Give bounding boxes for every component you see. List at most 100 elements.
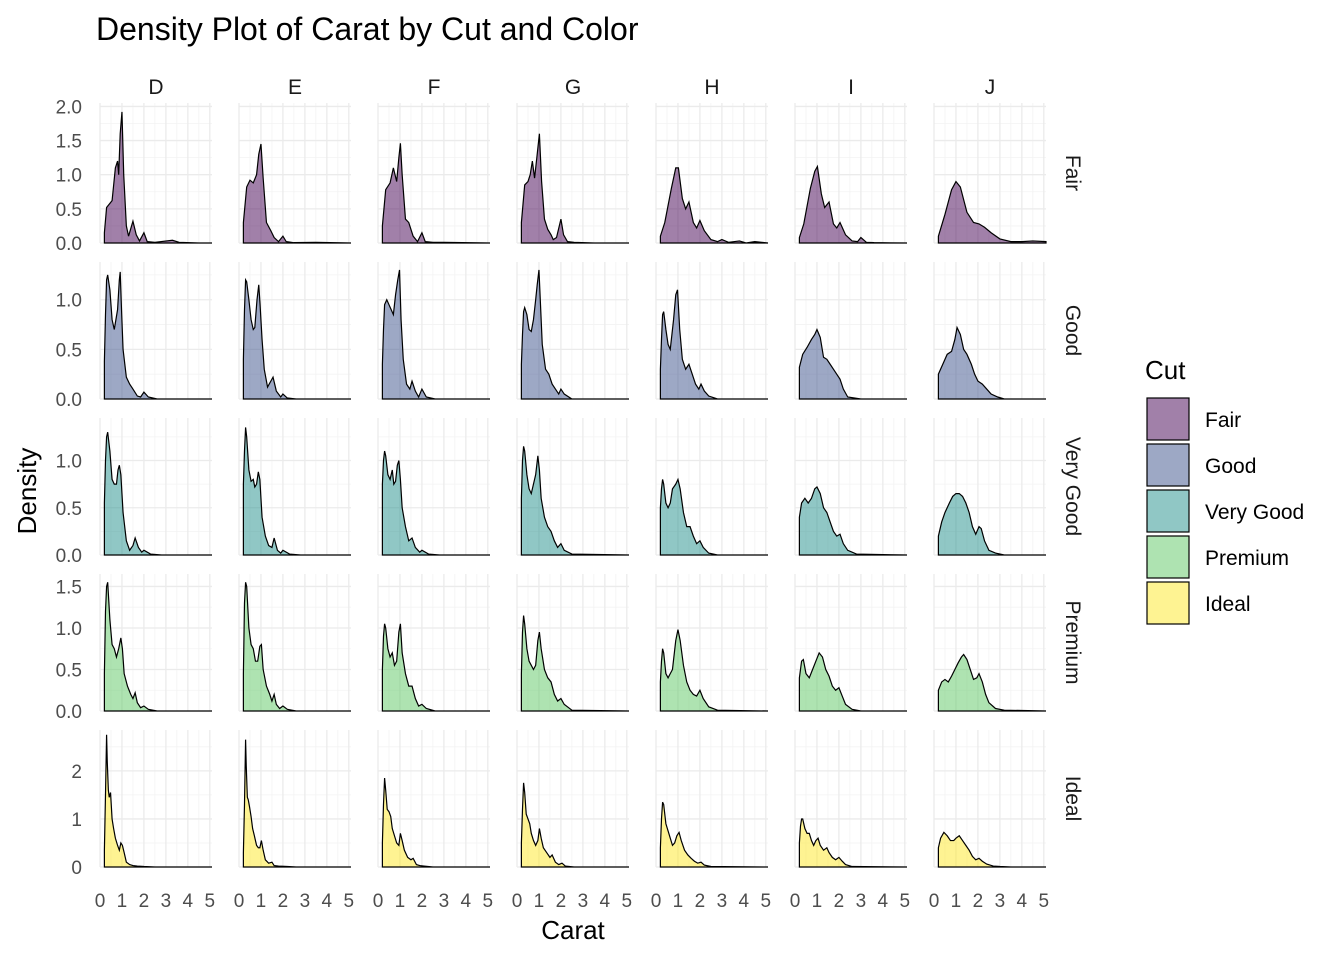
row-strip-label: Very Good — [1061, 437, 1084, 536]
panel-very-good-F — [377, 418, 490, 556]
x-tick-label: 5 — [205, 891, 216, 912]
x-tick-label: 2 — [278, 891, 289, 912]
facet-panels — [99, 103, 1047, 868]
panel-fair-G — [516, 103, 629, 244]
density-area — [659, 167, 769, 244]
panel-good-E — [238, 262, 351, 400]
y-tick-label: 0.0 — [56, 702, 82, 723]
column-strip-label: J — [985, 76, 996, 99]
x-tick-label: 0 — [651, 891, 662, 912]
legend: Cut Fair Good Very Good Premium Ideal — [1145, 355, 1304, 625]
panel-good-I — [794, 262, 907, 400]
x-tick-label: 2 — [556, 891, 567, 912]
x-tick-label: 0 — [95, 891, 106, 912]
x-tick-label: 2 — [973, 891, 984, 912]
legend-item: Very Good — [1146, 489, 1304, 533]
density-area — [381, 623, 490, 712]
column-strip-label: G — [565, 76, 581, 99]
density-area — [103, 111, 212, 244]
panel-premium-H — [655, 574, 769, 712]
density-area — [381, 778, 490, 868]
legend-swatch — [1146, 489, 1190, 533]
y-tick-label: 1.5 — [56, 132, 82, 153]
column-strip-label: E — [288, 76, 302, 99]
x-tick-label: 2 — [695, 891, 706, 912]
density-area — [798, 818, 908, 868]
density-area — [798, 651, 907, 712]
column-strip-label: F — [428, 76, 441, 99]
x-tick-label: 5 — [761, 891, 772, 912]
legend-swatch — [1146, 581, 1190, 625]
density-area — [937, 325, 1046, 400]
x-tick-label: 1 — [812, 891, 823, 912]
x-tick-label: 3 — [578, 891, 589, 912]
panel-very-good-D — [99, 418, 212, 556]
x-tick-label: 2 — [417, 891, 428, 912]
x-tick-label: 1 — [534, 891, 545, 912]
density-area — [659, 289, 768, 400]
x-tick-label: 4 — [322, 891, 333, 912]
density-area — [242, 427, 351, 556]
x-tick-label: 1 — [673, 891, 684, 912]
density-area — [520, 269, 629, 400]
density-area — [242, 582, 351, 712]
y-tick-label: 0.5 — [56, 200, 82, 221]
x-tick-label: 2 — [834, 891, 845, 912]
y-tick-label: 1.0 — [56, 291, 82, 312]
x-tick-label: 0 — [373, 891, 384, 912]
panel-ideal-E — [238, 730, 351, 868]
density-area — [103, 271, 212, 400]
panel-very-good-H — [655, 418, 768, 556]
legend-item: Good — [1146, 443, 1256, 487]
x-tick-label: 1 — [117, 891, 128, 912]
panel-premium-E — [238, 574, 351, 712]
panel-premium-G — [516, 574, 630, 712]
y-tick-label: 2 — [71, 762, 82, 783]
x-tick-label: 2 — [139, 891, 150, 912]
density-area — [103, 734, 212, 868]
x-tick-label: 5 — [483, 891, 494, 912]
panel-very-good-I — [794, 418, 908, 556]
panel-premium-F — [377, 574, 490, 712]
column-strip-label: I — [848, 76, 854, 99]
panel-good-J — [933, 262, 1046, 400]
x-tick-label: 1 — [951, 891, 962, 912]
panel-fair-H — [655, 103, 769, 244]
panel-good-F — [377, 262, 490, 400]
y-tick-label: 2.0 — [56, 97, 82, 118]
x-tick-label: 4 — [183, 891, 194, 912]
column-strip-labels: D E F G H I J — [148, 76, 995, 99]
density-area — [798, 164, 908, 244]
panel-ideal-I — [794, 730, 908, 868]
x-tick-label: 0 — [790, 891, 801, 912]
x-tick-label: 4 — [461, 891, 472, 912]
density-area — [242, 277, 351, 400]
panel-ideal-D — [99, 730, 212, 868]
x-tick-label: 0 — [512, 891, 523, 912]
x-tick-label: 5 — [344, 891, 355, 912]
y-tick-label: 1.0 — [56, 619, 82, 640]
density-area — [659, 477, 768, 556]
panel-fair-E — [238, 103, 352, 244]
row-strip-label: Ideal — [1061, 776, 1084, 822]
density-area — [659, 629, 769, 712]
density-area — [659, 801, 769, 868]
y-tick-label: 1.0 — [56, 452, 82, 473]
panel-premium-I — [794, 574, 907, 712]
x-tick-label: 5 — [622, 891, 633, 912]
x-tick-label: 0 — [929, 891, 940, 912]
row-strip-label: Premium — [1061, 600, 1084, 684]
density-area — [103, 582, 212, 712]
density-area — [937, 492, 1046, 556]
y-axis-title: Density — [12, 448, 42, 535]
row-strip-labels: Fair Good Very Good Premium Ideal — [1061, 155, 1084, 821]
x-tick-label: 3 — [856, 891, 867, 912]
y-tick-label: 0.0 — [56, 234, 82, 255]
panel-good-H — [655, 262, 768, 400]
panel-very-good-G — [516, 418, 630, 556]
density-area — [937, 831, 1046, 868]
legend-item: Ideal — [1146, 581, 1251, 625]
row-strip-label: Fair — [1061, 155, 1084, 191]
density-area — [242, 739, 351, 868]
